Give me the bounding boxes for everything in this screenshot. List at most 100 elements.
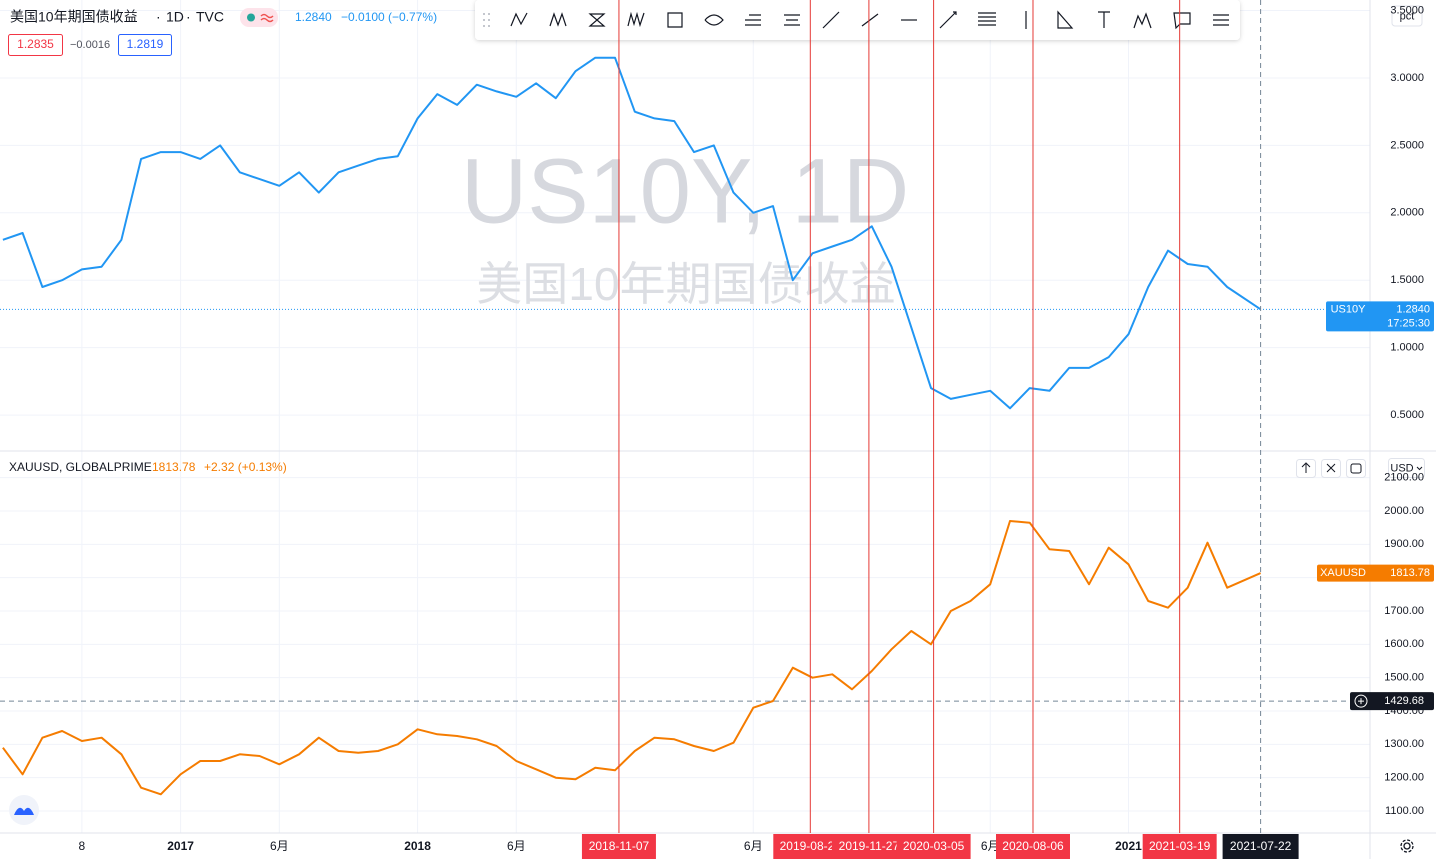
price-tag [1326, 301, 1434, 332]
tool-button[interactable] [621, 5, 651, 35]
crosshair-price-tag [1350, 692, 1434, 711]
x-tick-label: 6月 [270, 839, 289, 853]
tool-button[interactable] [543, 5, 573, 35]
add-alert-plus [1358, 698, 1364, 705]
maximize-button[interactable] [1346, 459, 1366, 478]
marker-label-bg [581, 834, 656, 859]
price-tag [1317, 564, 1434, 582]
change: −0.0100 (−0.77%) [341, 10, 437, 24]
crosshair-date-bg [1222, 834, 1299, 859]
price-tag-value: 1.2840 [1396, 303, 1430, 315]
marker-label: 2018-11-07 [589, 839, 650, 853]
y-tick-label: 3.0000 [1390, 72, 1424, 84]
settings-icon[interactable] [1400, 839, 1414, 853]
close-icon [1326, 463, 1336, 473]
logo-button[interactable] [9, 795, 39, 825]
separator: · [186, 9, 191, 25]
marker-label-bg [995, 834, 1070, 859]
tool-icon [939, 11, 957, 29]
marker-label: 2020-08-06 [1002, 839, 1064, 853]
tool-button[interactable] [972, 5, 1002, 35]
tool-button[interactable] [660, 5, 690, 35]
maximize-icon [1350, 463, 1362, 474]
interval[interactable]: 1D [166, 9, 184, 25]
x-tick-label: 6月 [981, 839, 1000, 853]
delay-icon [260, 13, 274, 23]
price-tag-value: 1813.78 [1390, 567, 1430, 579]
up-icon [1301, 462, 1311, 473]
y-tick-label: 1200.00 [1384, 772, 1424, 784]
tool-icon [1057, 10, 1074, 29]
tool-icon [1213, 14, 1229, 26]
y-tick-label: 1500.00 [1384, 672, 1424, 684]
x-tick-label: 8 [79, 839, 86, 853]
marker-label: 2021-03-19 [1149, 839, 1211, 853]
bid: 1.2835 [17, 37, 54, 51]
marker-label: 2019-11-27 [839, 839, 900, 853]
countdown: 17:25:30 [1387, 317, 1430, 329]
y-tick-label: 1100.00 [1385, 805, 1424, 817]
crosshair-price: 1429.68 [1384, 695, 1424, 707]
series-line [2, 520, 1262, 796]
gold-title: XAUUSD, GLOBALPRIME [9, 460, 152, 474]
tool-icon [1133, 12, 1152, 29]
bid-box[interactable] [8, 34, 63, 56]
tool-button[interactable] [1167, 5, 1197, 35]
y-tick-label: 1900.00 [1384, 538, 1424, 550]
marker-label-bg [1142, 834, 1217, 859]
marker-label: 2020-03-05 [903, 839, 965, 853]
scale-mode[interactable]: pct [1400, 10, 1415, 22]
gold-price: 1813.78 [152, 460, 196, 474]
y-tick-label: 3.5000 [1390, 4, 1424, 16]
tool-icon [667, 12, 683, 28]
separator: · [156, 9, 161, 25]
y-tick-label: 0.5000 [1390, 409, 1424, 421]
x-tick-label: 2018 [404, 839, 431, 853]
tool-icon [704, 14, 724, 26]
source: TVC [196, 9, 224, 25]
tool-icon [1098, 11, 1110, 28]
tool-icon [588, 13, 606, 27]
tool-icon [822, 11, 840, 29]
tool-icon [510, 12, 528, 27]
add-alert-icon [1354, 694, 1368, 708]
y-tick-label: 2.5000 [1390, 139, 1424, 151]
currency[interactable]: USD [1390, 462, 1413, 474]
marker-label-bg [831, 834, 906, 859]
tool-icon [978, 12, 996, 26]
status-pill[interactable] [240, 8, 278, 27]
marker-label-bg [896, 834, 971, 859]
tool-icon [627, 11, 645, 28]
y-tick-label: 1700.00 [1384, 605, 1424, 617]
y-tick-label: 1.0000 [1390, 342, 1424, 354]
tool-icon [784, 14, 800, 26]
ask: 1.2819 [127, 37, 164, 51]
currency-button[interactable] [1388, 458, 1425, 478]
series-line [2, 56, 1262, 410]
spread: −0.0016 [70, 39, 110, 51]
price-tag-symbol: US10Y [1331, 303, 1367, 315]
tool-icon [1173, 12, 1191, 30]
y-tick-label: 1.5000 [1390, 274, 1424, 286]
drawing-toolbar [475, 0, 1240, 40]
market-status [247, 13, 255, 22]
tool-icon [861, 13, 879, 27]
tool-button[interactable] [699, 5, 729, 35]
scale-button[interactable] [1391, 5, 1423, 27]
y-tick-label: 2.0000 [1390, 207, 1424, 219]
x-tick-label: 2021 [1115, 839, 1142, 853]
logo [14, 807, 34, 815]
x-tick-label: 6月 [507, 839, 526, 853]
crosshair-date: 2021-07-22 [1230, 839, 1292, 853]
y-tick-label: 2100.00 [1384, 472, 1424, 484]
y-tick-label: 1300.00 [1384, 738, 1424, 750]
ask-box[interactable] [118, 34, 172, 56]
watermark: US10Y, 1D [461, 140, 909, 242]
marker-label: 2019-08-28 [780, 839, 842, 853]
tool-icon [745, 14, 761, 26]
y-tick-label: 1600.00 [1384, 638, 1424, 650]
gold-change: +2.32 (+0.13%) [204, 460, 287, 474]
price-tag-symbol: XAUUSD [1320, 567, 1366, 579]
symbol[interactable]: 美国10年期国债收益 [10, 9, 138, 25]
